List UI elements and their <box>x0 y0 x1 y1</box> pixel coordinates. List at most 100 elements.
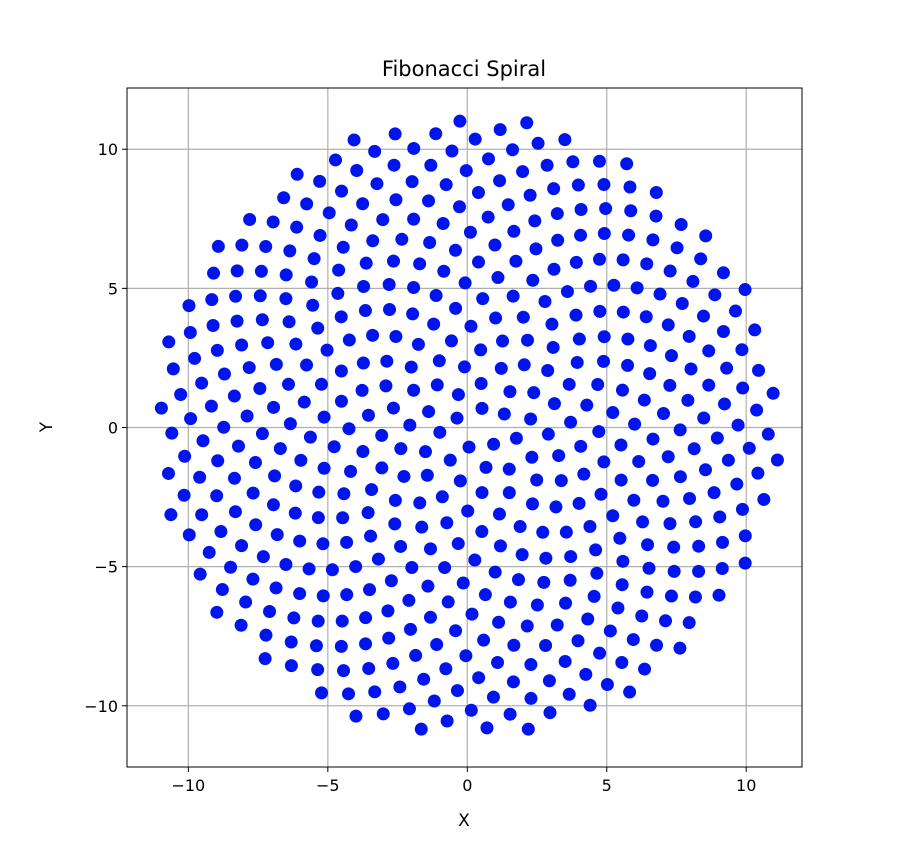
scatter-point <box>712 588 726 602</box>
scatter-point <box>513 520 527 534</box>
scatter-point <box>616 253 630 267</box>
scatter-point <box>307 252 321 266</box>
scatter-point <box>302 562 316 576</box>
scatter-point <box>640 585 654 599</box>
scatter-point <box>463 225 477 239</box>
scatter-point <box>520 116 534 130</box>
scatter-point <box>664 589 678 603</box>
scatter-point <box>716 325 730 339</box>
scatter-point <box>261 336 275 350</box>
scatter-point <box>506 143 520 157</box>
scatter-point <box>450 684 464 698</box>
scatter-point <box>613 531 627 545</box>
scatter-point <box>547 397 561 411</box>
scatter-point <box>204 399 218 413</box>
scatter-point <box>593 252 607 266</box>
scatter-point <box>496 334 510 348</box>
scatter-point <box>477 633 491 647</box>
scatter-point <box>667 564 681 578</box>
scatter-point <box>524 691 538 705</box>
scatter-point <box>255 427 269 441</box>
scatter-point <box>572 332 586 346</box>
scatter-point <box>627 493 641 507</box>
scatter-point <box>368 685 382 699</box>
scatter-point <box>538 295 552 309</box>
x-tick-label: 5 <box>602 776 612 795</box>
scatter-point <box>290 220 304 234</box>
scatter-point <box>440 714 454 728</box>
scatter-point <box>344 218 358 232</box>
scatter-point <box>314 377 328 391</box>
scatter-point <box>273 442 287 456</box>
scatter-point <box>474 376 488 390</box>
scatter-point <box>540 158 554 172</box>
scatter-point <box>574 439 588 453</box>
scatter-point <box>461 504 475 518</box>
scatter-point <box>720 361 734 375</box>
scatter-point <box>364 529 378 543</box>
x-tick-label: −10 <box>171 776 205 795</box>
scatter-point <box>334 364 348 378</box>
scatter-point <box>583 520 597 534</box>
scatter-point <box>235 338 249 352</box>
scatter-point <box>614 473 628 487</box>
x-tick-label: −5 <box>316 776 340 795</box>
scatter-point <box>750 403 764 417</box>
y-tick-label: 10 <box>98 140 118 159</box>
scatter-point <box>282 377 295 391</box>
scatter-point <box>182 528 196 542</box>
scatter-point <box>521 333 535 347</box>
scatter-point <box>503 595 517 609</box>
scatter-point <box>592 154 606 168</box>
scatter-point <box>293 534 307 548</box>
scatter-point <box>564 550 578 564</box>
scatter-point <box>635 609 649 623</box>
scatter-point <box>646 233 660 247</box>
scatter-point <box>770 453 784 467</box>
scatter-point <box>263 605 277 619</box>
scatter-point <box>388 517 402 531</box>
scatter-point <box>335 184 349 198</box>
scatter-point <box>414 722 428 736</box>
scatter-point <box>673 423 687 437</box>
scatter-point <box>411 337 425 351</box>
scatter-point <box>365 483 379 497</box>
scatter-point <box>472 255 485 269</box>
scatter-point <box>269 581 283 595</box>
scatter-point <box>432 354 446 368</box>
scatter-point <box>300 358 314 372</box>
scatter-point <box>524 412 538 426</box>
scatter-point <box>424 158 438 172</box>
scatter-point <box>564 415 578 429</box>
scatter-point <box>471 185 485 199</box>
scatter-point <box>453 474 467 488</box>
scatter-point <box>667 540 681 554</box>
scatter-point <box>464 703 478 717</box>
scatter-point <box>641 538 655 552</box>
scatter-point <box>689 515 703 529</box>
scatter-point <box>453 200 467 214</box>
scatter-point <box>453 114 467 128</box>
scatter-point <box>366 328 380 342</box>
scatter-point <box>184 412 198 426</box>
scatter-point <box>284 635 298 649</box>
scatter-point <box>632 455 646 469</box>
scatter-point <box>268 469 282 483</box>
scatter-point <box>224 560 238 574</box>
scatter-point <box>481 210 495 224</box>
scatter-point <box>370 177 384 191</box>
scatter-point <box>530 598 544 612</box>
scatter-point <box>196 434 210 448</box>
scatter-point <box>429 289 443 303</box>
scatter-point <box>692 564 706 578</box>
scatter-point <box>211 454 225 468</box>
scatter-point <box>688 590 702 604</box>
scatter-point <box>516 310 530 324</box>
scatter-point <box>554 474 568 488</box>
scatter-point <box>520 619 534 633</box>
scatter-point <box>537 575 551 589</box>
scatter-point <box>183 326 197 339</box>
scatter-point <box>217 420 231 434</box>
scatter-point <box>475 486 489 500</box>
scatter-point <box>649 209 663 223</box>
